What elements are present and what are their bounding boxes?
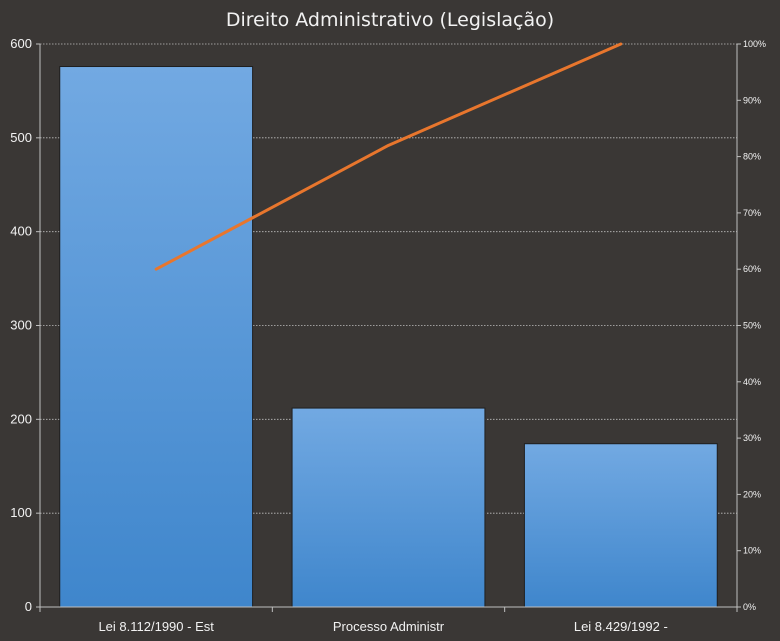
- bar: [523, 443, 718, 608]
- y2-tick-label: 20%: [743, 489, 761, 499]
- x-tick-label: Lei 8.429/1992 -: [574, 619, 668, 634]
- y-tick-label: 300: [10, 318, 32, 333]
- bar: [291, 407, 486, 608]
- cumulative-line: [154, 42, 623, 271]
- y-tick-label: 400: [10, 224, 32, 239]
- y2-tick-label: 80%: [743, 152, 761, 162]
- y2-tick-label: 40%: [743, 377, 761, 387]
- y2-tick-label: 50%: [743, 321, 761, 331]
- y-tick-label: 500: [10, 130, 32, 145]
- y2-tick-label: 30%: [743, 433, 761, 443]
- y-tick-label: 200: [10, 411, 32, 426]
- y2-tick-label: 70%: [743, 208, 761, 218]
- y-tick-label: 0: [25, 599, 32, 614]
- axes: 0 100 200 300 400 500 600 0% 10% 20% 30% 40% 50% 60% 7…: [10, 36, 766, 634]
- y2-tick-label: 100%: [743, 39, 766, 49]
- y2-tick-label: 0%: [743, 602, 756, 612]
- x-tick-label: Processo Administr: [333, 619, 445, 634]
- bar: [59, 66, 254, 608]
- bars: [59, 66, 718, 608]
- y-tick-label: 100: [10, 505, 32, 520]
- y2-tick-label: 90%: [743, 95, 761, 105]
- x-tick-label: Lei 8.112/1990 - Est: [98, 619, 214, 634]
- chart-title: Direito Administrativo (Legislação): [226, 9, 554, 31]
- y2-tick-label: 60%: [743, 264, 761, 274]
- cumulative-line-group: [154, 42, 623, 271]
- y2-tick-label: 10%: [743, 546, 761, 556]
- y-tick-label: 600: [10, 36, 32, 51]
